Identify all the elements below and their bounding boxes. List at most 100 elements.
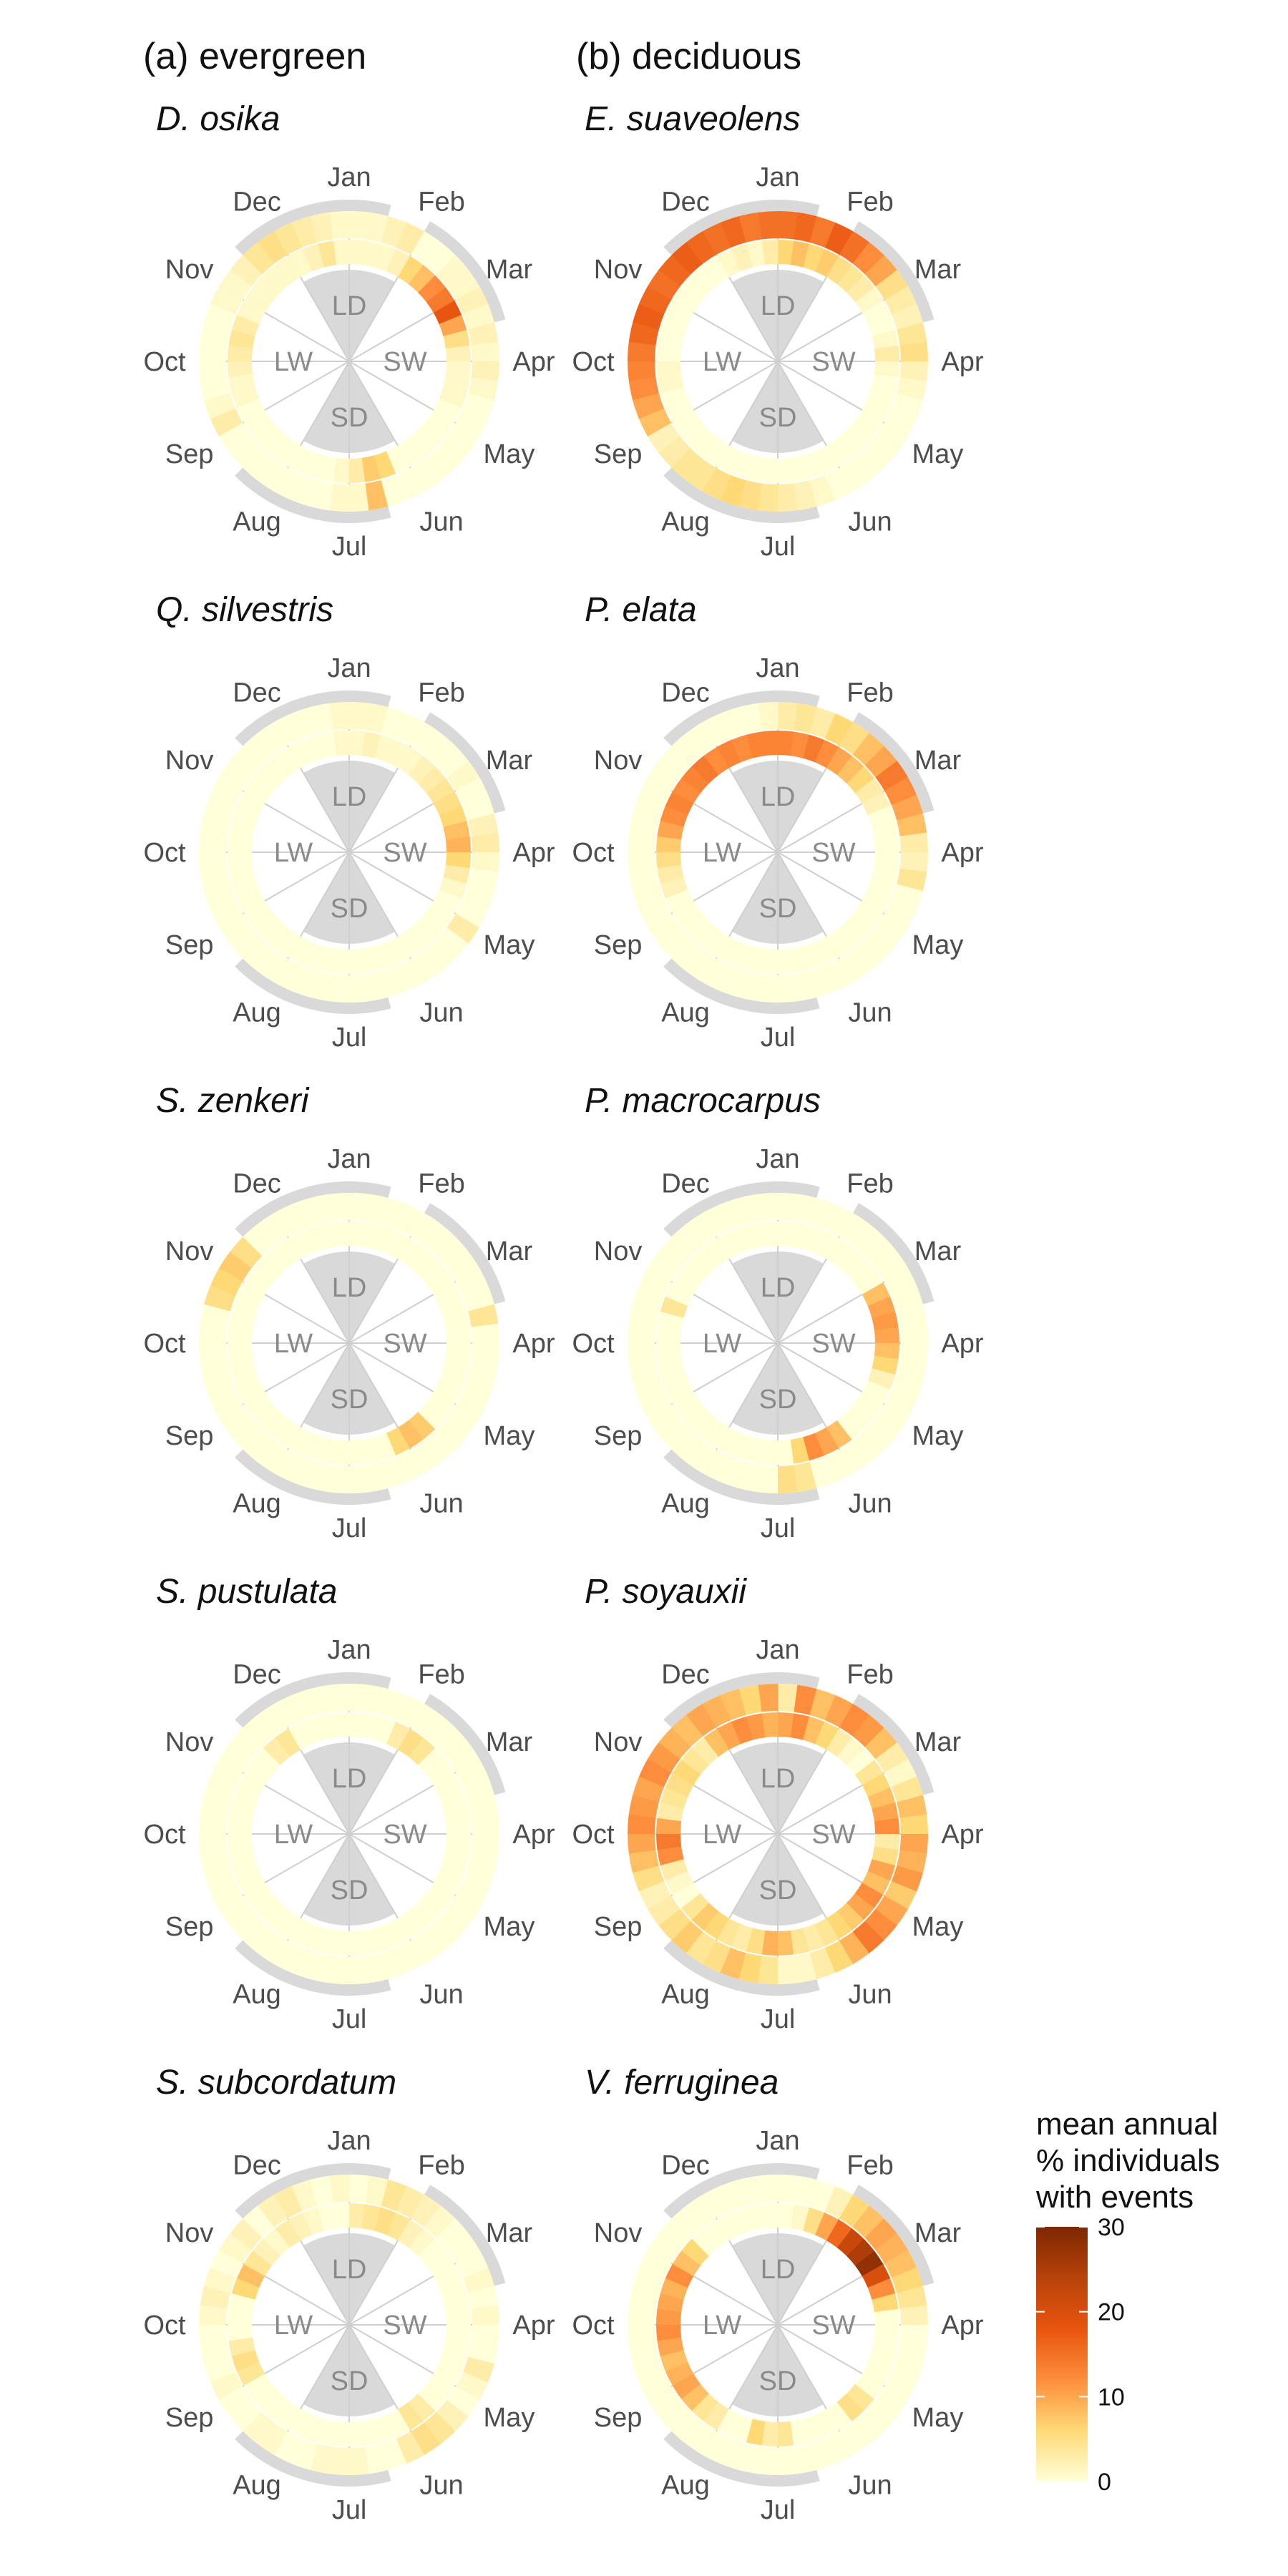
heat-cell-inner-40	[665, 1282, 694, 1306]
heat-cell-inner-16	[862, 2362, 891, 2386]
heat-cell-inner-8	[854, 2250, 884, 2277]
heat-cell-inner-43	[691, 1737, 719, 1765]
heat-cell-inner-8	[854, 1760, 884, 1786]
heat-cell-inner-18	[417, 911, 446, 939]
month-label-oct: Oct	[572, 2311, 615, 2341]
heat-cell-outer-32	[647, 422, 680, 453]
heat-cell-outer-31	[658, 1908, 691, 1941]
heat-cell-outer-39	[204, 303, 236, 330]
heat-cell-outer-5	[839, 722, 870, 755]
month-label-jul: Jul	[332, 1023, 367, 1053]
heat-cell-outer-47	[738, 212, 762, 243]
heat-cell-outer-29	[257, 1931, 288, 1964]
heat-cell-inner-20	[397, 929, 424, 958]
month-label-apr: Apr	[941, 1329, 983, 1359]
heat-cell-inner-17	[854, 1392, 884, 1418]
heat-cell-inner-12	[874, 1327, 899, 1344]
species-title: V. ferruginea	[585, 2064, 779, 2102]
heat-cell-inner-6	[836, 756, 864, 784]
heat-cell-inner-11	[872, 2293, 899, 2313]
season-label-sd: SD	[759, 403, 797, 433]
heat-cell-inner-4	[386, 1230, 411, 1259]
month-label-jan: Jan	[327, 1144, 371, 1174]
heat-cell-inner-7	[418, 2238, 447, 2266]
heat-cell-outer-25	[329, 1465, 349, 1493]
heat-cell-outer-20	[410, 459, 441, 492]
season-label-sw: SW	[811, 1820, 855, 1850]
heat-cell-inner-11	[443, 2293, 470, 2313]
heat-cell-inner-31	[252, 1402, 280, 1430]
species-title: Q. silvestris	[156, 591, 333, 629]
heat-cell-inner-9	[433, 791, 462, 816]
species-title: E. suaveolens	[585, 100, 801, 138]
heat-cell-outer-38	[628, 1795, 659, 1818]
heat-cell-outer-4	[396, 1694, 425, 1728]
heat-cell-outer-23	[794, 480, 817, 511]
month-label-nov: Nov	[594, 746, 643, 776]
heat-cell-inner-6	[836, 2228, 864, 2257]
heat-cell-outer-36	[199, 1342, 228, 1363]
heat-cell-inner-29	[275, 438, 301, 467]
heat-cell-inner-39	[660, 1787, 688, 1809]
heat-cell-outer-43	[243, 2205, 275, 2238]
month-band-2	[853, 2185, 935, 2286]
heat-cell-inner-24	[348, 1439, 366, 1465]
heat-cell-outer-27	[720, 1456, 746, 1488]
heat-cell-outer-29	[686, 1440, 716, 1473]
heat-cell-inner-33	[665, 1870, 694, 1895]
heat-cell-outer-30	[671, 448, 703, 481]
heat-cell-inner-19	[836, 2394, 864, 2422]
heat-cell-outer-35	[628, 868, 659, 892]
month-label-sep: Sep	[165, 439, 214, 469]
heat-cell-outer-46	[291, 1689, 318, 1721]
heat-cell-outer-7	[864, 1236, 897, 1269]
season-label-sw: SW	[811, 347, 855, 377]
heat-cell-outer-10	[462, 2267, 494, 2293]
heat-cell-inner-36	[228, 1833, 253, 1850]
heat-cell-inner-24	[777, 457, 794, 483]
heat-cell-inner-37	[228, 1818, 253, 1834]
season-label-sw: SW	[811, 1329, 855, 1359]
heat-cell-outer-23	[365, 1953, 389, 1984]
heat-cell-inner-16	[433, 399, 462, 423]
panel-a-header: (a) evergreen	[143, 36, 366, 77]
heat-cell-inner-15	[439, 1859, 467, 1881]
month-band-3	[235, 1940, 391, 1996]
heat-cell-outer-20	[410, 2422, 441, 2456]
month-label-jul: Jul	[761, 1513, 796, 1543]
heat-cell-outer-16	[455, 1880, 489, 1910]
season-label-sd: SD	[331, 894, 369, 924]
heat-cell-inner-43	[691, 1246, 719, 1274]
season-label-lw: LW	[274, 347, 313, 377]
heat-cell-outer-47	[310, 703, 333, 733]
heat-cell-inner-10	[439, 314, 467, 337]
heat-cell-outer-43	[671, 1224, 703, 1257]
heat-cell-inner-25	[333, 2421, 349, 2446]
chart-s-subcordatum: S. subcordatum LD SW SD LW Jan Feb Mar Apr May Jun…	[143, 2064, 555, 2525]
month-label-jan: Jan	[327, 162, 371, 192]
species-title: P. elata	[585, 591, 697, 629]
heat-cell-outer-44	[258, 721, 288, 755]
month-label-sep: Sep	[594, 1421, 643, 1451]
heat-cell-outer-6	[852, 733, 884, 766]
season-label-lw: LW	[274, 838, 313, 868]
heat-cell-inner-45	[288, 739, 313, 769]
heat-cell-inner-9	[862, 2264, 891, 2288]
heat-cell-outer-29	[686, 459, 716, 492]
month-band-3	[235, 958, 391, 1014]
heat-cell-outer-40	[638, 2249, 672, 2278]
heat-cell-outer-23	[365, 971, 389, 1002]
season-label-sd: SD	[331, 1385, 369, 1415]
heat-cell-outer-7	[864, 255, 897, 287]
heat-cell-inner-18	[846, 2384, 874, 2411]
heat-cell-outer-14	[468, 1359, 499, 1382]
heat-cell-inner-4	[815, 1721, 839, 1750]
heat-cell-inner-23	[361, 455, 381, 482]
month-label-feb: Feb	[418, 2151, 464, 2181]
heat-cell-inner-9	[433, 1773, 462, 1797]
heat-cell-outer-5	[839, 231, 870, 264]
heat-cell-inner-18	[417, 1893, 446, 1921]
month-band-2	[424, 2185, 506, 2286]
heat-cell-inner-46	[731, 243, 753, 272]
